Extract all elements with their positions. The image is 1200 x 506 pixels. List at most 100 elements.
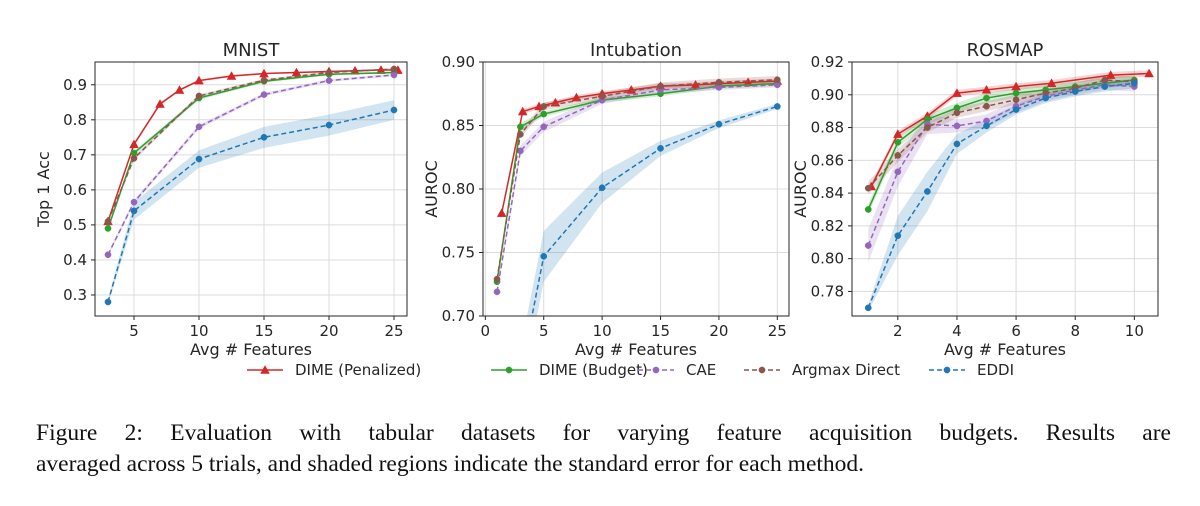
intubation-argmax-direct-point bbox=[540, 103, 548, 110]
rosmap-dime-penalized-point bbox=[981, 84, 992, 94]
mnist-dime-penalized-point bbox=[129, 139, 139, 149]
rosmap-dime-penalized-point bbox=[893, 129, 903, 138]
rosmap-dime-budget-point bbox=[983, 94, 990, 102]
rosmap-x-tick-label: 2 bbox=[893, 322, 903, 340]
rosmap-eddi-point bbox=[1130, 79, 1138, 87]
intubation-series-group bbox=[493, 75, 783, 316]
mnist-eddi-point bbox=[195, 155, 203, 163]
mnist-y-tick-label: 0.6 bbox=[63, 181, 87, 199]
rosmap-eddi-point bbox=[1042, 94, 1050, 102]
rosmap-x-axis-label: Avg # Features bbox=[944, 340, 1066, 359]
rosmap-cae-point bbox=[894, 168, 902, 176]
rosmap-argmax-direct-point bbox=[983, 102, 990, 110]
rosmap-y-tick-label: 0.90 bbox=[811, 86, 844, 104]
intubation-y-axis-label: AUROC bbox=[422, 160, 441, 218]
legend: DIME (Penalized) DIME (Budget) CAE Argmax D… bbox=[247, 361, 1014, 379]
rosmap-cae-line bbox=[867, 84, 1135, 246]
mnist-argmax-direct-point bbox=[104, 218, 112, 225]
intubation-eddi-point bbox=[598, 184, 606, 192]
rosmap-eddi-point bbox=[924, 188, 931, 195]
rosmap-axes-frame bbox=[851, 61, 1159, 317]
mnist-y-tick-label: 0.9 bbox=[63, 76, 87, 94]
rosmap-dime-penalized-point bbox=[1046, 78, 1057, 88]
mnist-cae-point bbox=[390, 71, 398, 79]
legend-entry-dime-budget: DIME (Budget) bbox=[491, 361, 648, 379]
intubation-title: Intubation bbox=[590, 40, 682, 61]
mnist-dime-penalized-point bbox=[174, 85, 185, 94]
rosmap-dime-budget-point bbox=[894, 138, 902, 146]
mnist-y-axis-label: Top 1 Acc bbox=[34, 151, 53, 228]
rosmap-y-tick-label: 0.86 bbox=[811, 151, 844, 169]
rosmap-argmax-direct-point bbox=[894, 152, 902, 159]
intubation-cae-point bbox=[493, 288, 501, 296]
rosmap-eddi-point bbox=[864, 304, 872, 312]
mnist-x-tick-label: 15 bbox=[254, 322, 273, 340]
mnist-y-tick-label: 0.3 bbox=[63, 286, 87, 304]
rosmap-eddi-point bbox=[1071, 88, 1079, 95]
rosmap-argmax-direct-point bbox=[864, 184, 872, 192]
rosmap-y-tick-label: 0.92 bbox=[811, 53, 844, 71]
mnist-argmax-direct-point bbox=[260, 76, 268, 84]
legend-marker-eddi bbox=[943, 366, 951, 374]
panel-mnist: 5 10 15 20 25 0.3 0.4 0.5 0.6 0.7 0.8 0.9 MNIST Avg #… bbox=[34, 40, 408, 359]
legend-entry-eddi: EDDI bbox=[929, 361, 1014, 379]
rosmap-eddi-band bbox=[868, 78, 1135, 312]
intubation-y-tick-label: 0.80 bbox=[442, 180, 475, 198]
mnist-x-tick-label: 25 bbox=[384, 322, 403, 340]
rosmap-y-axis-label: AUROC bbox=[791, 160, 810, 218]
intubation-eddi-point bbox=[540, 252, 548, 260]
mnist-eddi-point bbox=[325, 121, 333, 129]
legend-marker-argmax-direct bbox=[758, 366, 766, 374]
rosmap-dime-penalized-point bbox=[952, 88, 962, 97]
mnist-dime-budget-point bbox=[104, 225, 112, 232]
legend-marker-cae bbox=[652, 366, 660, 374]
mnist-argmax-direct-point bbox=[325, 69, 333, 76]
intubation-x-tick-label: 5 bbox=[539, 322, 549, 340]
caption-line-1: Figure 2: Evaluation with tabular datase… bbox=[36, 420, 1171, 446]
mnist-cae-point bbox=[104, 251, 112, 259]
mnist-dime-penalized-point bbox=[194, 75, 204, 85]
mnist-cae-line bbox=[107, 74, 395, 256]
mnist-eddi-point bbox=[390, 106, 398, 114]
intubation-argmax-direct-point bbox=[517, 131, 524, 138]
intubation-x-tick-label: 10 bbox=[593, 322, 612, 340]
mnist-x-tick-label: 20 bbox=[319, 322, 338, 340]
rosmap-y-tick-label: 0.82 bbox=[811, 217, 844, 235]
mnist-eddi-point bbox=[130, 207, 138, 215]
mnist-argmax-direct-point bbox=[130, 154, 138, 162]
mnist-cae-point bbox=[325, 77, 333, 84]
legend-label-dime-budget: DIME (Budget) bbox=[539, 361, 648, 379]
rosmap-argmax-direct-point bbox=[1012, 96, 1020, 104]
intubation-x-tick-label: 0 bbox=[481, 322, 491, 340]
rosmap-dime-budget-point bbox=[864, 206, 872, 213]
rosmap-x-tick-label: 8 bbox=[1070, 322, 1080, 340]
rosmap-x-tick-label: 10 bbox=[1125, 322, 1144, 340]
rosmap-eddi-point bbox=[1012, 106, 1020, 113]
rosmap-x-tick-label: 6 bbox=[1011, 322, 1021, 340]
panel-intubation: 0 5 10 15 20 25 0.70 0.75 0.80 0.85 0.90 Intubation… bbox=[422, 40, 790, 359]
mnist-cae-point bbox=[130, 198, 138, 206]
intubation-y-tick-label: 0.75 bbox=[442, 244, 475, 262]
rosmap-argmax-direct-point bbox=[1101, 76, 1109, 84]
intubation-x-tick-label: 25 bbox=[768, 322, 787, 340]
legend-label-eddi: EDDI bbox=[977, 361, 1014, 379]
intubation-dime-penalized-point bbox=[517, 106, 528, 116]
intubation-dime-budget-point bbox=[517, 123, 524, 131]
rosmap-eddi-point bbox=[953, 140, 961, 148]
rosmap-dime-penalized-point bbox=[1105, 70, 1116, 79]
rosmap-plot-area bbox=[852, 62, 1158, 316]
rosmap-dime-budget-point bbox=[1012, 89, 1020, 97]
intubation-cae-point bbox=[540, 123, 548, 131]
intubation-eddi-line bbox=[531, 105, 778, 316]
mnist-title: MNIST bbox=[223, 40, 281, 61]
mnist-plot-area bbox=[95, 62, 407, 316]
intubation-dime-penalized-point bbox=[496, 208, 507, 217]
mnist-dime-penalized-point bbox=[155, 99, 165, 108]
rosmap-eddi-line bbox=[867, 82, 1135, 309]
intubation-eddi-point bbox=[715, 120, 723, 128]
rosmap-argmax-direct-point bbox=[924, 124, 931, 131]
legend-entry-cae: CAE bbox=[638, 361, 716, 379]
mnist-argmax-direct-point bbox=[195, 92, 203, 100]
mnist-x-tick-label: 10 bbox=[189, 322, 208, 340]
